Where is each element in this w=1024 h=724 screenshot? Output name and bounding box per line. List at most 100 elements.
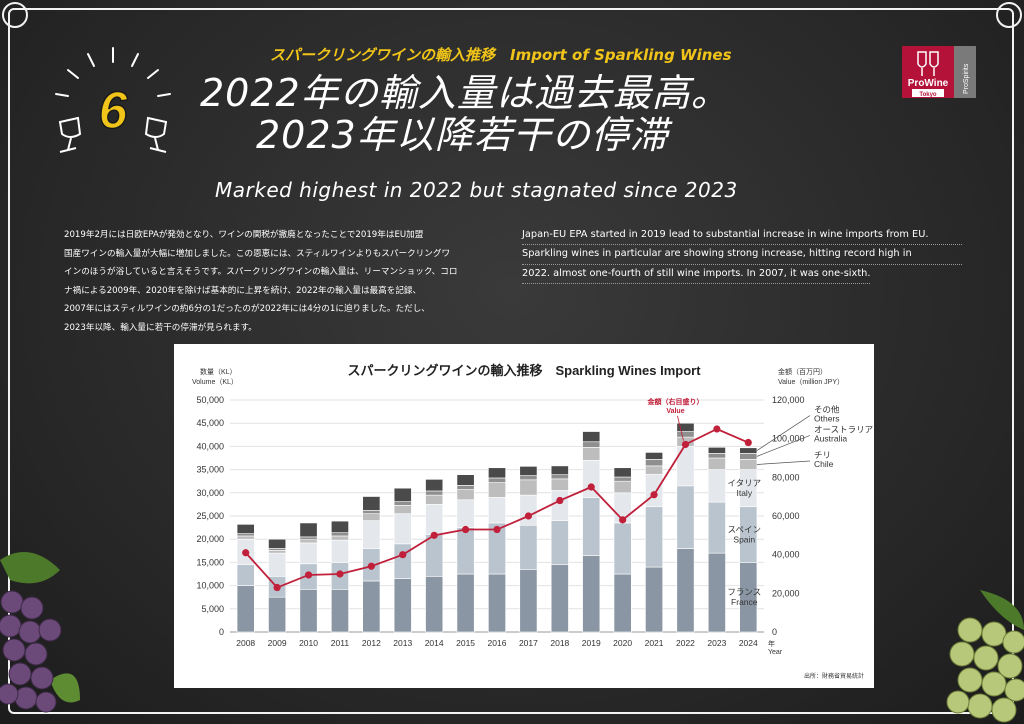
bar-segment: [362, 513, 381, 521]
bar-segment: [299, 542, 318, 565]
bar-segment: [236, 524, 255, 534]
bar-segment: [676, 422, 695, 432]
y-right-tick-label: 120,000: [772, 395, 805, 405]
series-label-en: Italy: [736, 488, 752, 498]
bar-segment: [645, 452, 663, 460]
wine-glasses-icon: [58, 116, 168, 153]
y-right-tick-label: 0: [772, 627, 777, 637]
x-tick-label: 2023: [707, 638, 726, 648]
value-point: [399, 551, 407, 559]
jp-line: インのほうが浴していると言えそうです。スパークリングワインの輸入量は、リーマンシ…: [64, 267, 458, 277]
y-right-tick-label: 80,000: [772, 472, 800, 482]
series-label-en: Chile: [814, 459, 834, 469]
value-point: [336, 570, 344, 578]
y-left-tick-label: 40,000: [196, 441, 224, 451]
bar-segment: [236, 533, 255, 537]
x-tick-label: 2024: [739, 638, 758, 648]
value-point: [524, 512, 533, 520]
x-label-jp: 年: [768, 639, 775, 648]
bar-segment: [331, 532, 349, 537]
bar-segment: [676, 485, 695, 549]
value-point: [367, 562, 375, 570]
y-left-tick-label: 50,000: [196, 395, 224, 405]
bar-segment: [519, 475, 538, 481]
bar-segment: [676, 431, 695, 438]
jp-line: 2007年にはスティルワインの約6分の1だったのが2022年には4分の1に迫りま…: [64, 304, 430, 314]
bar-segment: [456, 573, 475, 633]
y-right-tick-label: 20,000: [772, 588, 800, 598]
value-line-label-jp: 金額（右目盛り）: [646, 397, 703, 406]
value-point: [681, 440, 690, 449]
frame-corner-ornament: [996, 2, 1022, 28]
value-point: [273, 583, 281, 592]
y-right-label-en: Value（million JPY）: [778, 378, 844, 386]
value-point: [242, 549, 250, 557]
y-left-tick-label: 10,000: [196, 581, 224, 591]
bar-segment: [331, 589, 349, 633]
bar-segment: [393, 513, 412, 545]
bar-segment: [613, 480, 632, 494]
bar-segment: [425, 534, 444, 577]
bar-segment: [519, 569, 538, 633]
bar-segment: [393, 501, 412, 506]
value-point: [430, 531, 438, 539]
x-tick-label: 2010: [299, 638, 318, 648]
x-tick-label: 2008: [236, 638, 255, 648]
y-left-label-jp: 数量（KL）: [200, 367, 237, 376]
bar-segment: [362, 510, 381, 514]
page-title: 2022年の輸入量は過去最高。 2023年以降若干の停滞: [200, 72, 730, 156]
bar-segment: [362, 496, 381, 511]
x-tick-label: 2020: [613, 638, 632, 648]
bar-segment: [268, 552, 287, 577]
bar-segment: [519, 466, 538, 476]
bar-segment: [676, 548, 695, 633]
bar-segment: [550, 478, 569, 491]
bar-segment: [707, 552, 726, 633]
page-title-line2: 2023年以降若干の停滞: [256, 113, 669, 157]
value-point: [744, 438, 752, 447]
series-label-en: Australia: [814, 433, 847, 443]
bar-segment: [582, 497, 601, 556]
y-left-tick-label: 20,000: [196, 534, 224, 544]
bar-segment: [425, 479, 444, 492]
bar-segment: [707, 453, 726, 459]
y-left-tick-label: 45,000: [196, 418, 224, 428]
bar-segment: [645, 506, 663, 568]
bar-segment: [645, 465, 663, 475]
bar-segment: [331, 520, 349, 534]
bar-segment: [739, 447, 758, 454]
bar-segment: [456, 474, 475, 486]
series-label-jp: スペイン: [728, 525, 761, 535]
x-tick-label: 2021: [645, 638, 664, 648]
bar-segment: [707, 469, 726, 503]
bar-segment: [739, 459, 758, 470]
series-leader-line: [756, 460, 811, 465]
bar-segment: [613, 467, 632, 478]
y-right-tick-label: 100,000: [772, 434, 805, 444]
jp-line: ナ禍による2009年、2020年を除けば基本的に上昇を続け、2022年の輸入量は…: [64, 285, 422, 296]
bar-segment: [393, 505, 412, 514]
logo-city-text: Tokyo: [919, 92, 937, 98]
y-left-tick-label: 35,000: [196, 465, 224, 475]
y-left-tick-label: 5,000: [201, 604, 224, 614]
en-line: Japan-EU EPA started in 2019 lead to sub…: [522, 226, 962, 246]
bar-segment: [331, 535, 349, 541]
en-line: 2022. almost one-fourth of still wine im…: [522, 265, 871, 285]
bar-segment: [331, 539, 349, 563]
bar-segment: [299, 522, 318, 538]
series-label-jp: その他: [814, 405, 840, 415]
bar-segment: [425, 490, 444, 496]
bar-segment: [299, 536, 318, 540]
chart-source: 出所：財務省貿易統計: [804, 672, 864, 680]
burst-lines-icon: [55, 47, 171, 97]
bar-segment: [425, 576, 444, 633]
series-label-jp: チリ: [814, 450, 831, 460]
bar-segment: [550, 465, 569, 476]
x-tick-label: 2009: [268, 638, 287, 648]
bar-segment: [299, 539, 318, 544]
bar-segment: [362, 520, 381, 549]
bar-segment: [236, 535, 255, 540]
bar-segment: [550, 564, 569, 633]
bar-segment: [488, 482, 506, 498]
bar-segment: [582, 431, 601, 443]
